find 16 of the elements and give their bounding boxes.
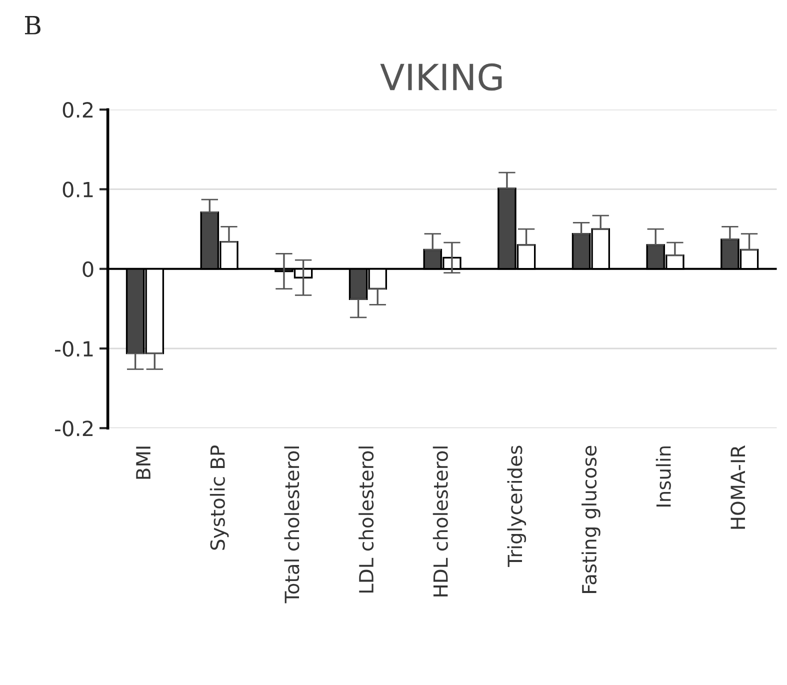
x-tick-label: Insulin xyxy=(656,446,671,507)
x-tick-label: HDL cholesterol xyxy=(432,446,448,596)
x-tick-label: Total cholesterol xyxy=(284,446,300,604)
chart-title: VIKING xyxy=(380,63,502,91)
y-tick-label: 0 xyxy=(82,261,94,278)
x-tick-label: BMI xyxy=(136,446,150,479)
x-tick-label: Systolic BP xyxy=(210,445,229,550)
x-tick-label: Fasting glucose xyxy=(582,446,600,593)
y-tick-label: 0.1 xyxy=(62,182,93,198)
x-tick-label: HOMA-IR xyxy=(730,445,746,529)
y-tick-label: 0.2 xyxy=(62,102,93,118)
text: B xyxy=(24,16,40,34)
x-tick-label: Triglycerides xyxy=(507,446,526,567)
x-tick-label: LDL cholesterol xyxy=(358,446,374,593)
y-tick-label: -0.1 xyxy=(54,340,93,357)
y-tick-label: -0.2 xyxy=(54,420,93,436)
